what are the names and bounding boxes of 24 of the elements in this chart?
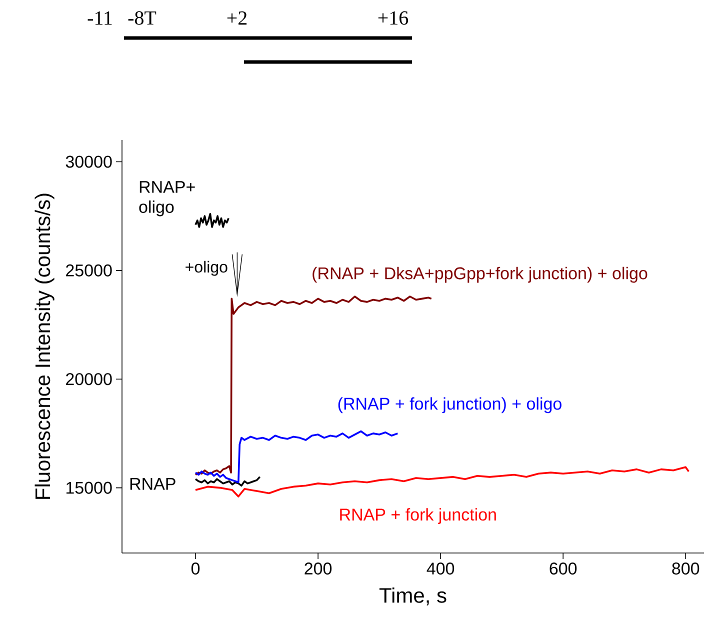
y-tick-label: 15000 xyxy=(66,482,112,494)
x-tick-label: 800 xyxy=(672,562,700,575)
y-tick-label: 30000 xyxy=(66,156,112,168)
y-axis-title: Fluorescence Intensity (counts/s) xyxy=(34,194,54,499)
series-label: RNAP + fork junction xyxy=(340,508,496,524)
series-label: RNAP xyxy=(130,478,176,490)
text: -11 xyxy=(88,11,112,25)
text: -8T xyxy=(128,11,156,25)
text: +2 xyxy=(227,11,247,25)
text: +16 xyxy=(378,11,408,25)
line-series xyxy=(194,476,261,487)
series-label: (RNAP + fork junction) + oligo xyxy=(338,397,562,414)
x-tick-label: 600 xyxy=(550,562,577,575)
annotation: +oligo xyxy=(186,260,228,276)
series-label: (RNAP + DksA+ppGpp+fork junction) + oligo xyxy=(312,266,648,283)
x-tick-label: 200 xyxy=(304,562,332,575)
x-tick-label: 0 xyxy=(191,562,200,575)
line-series xyxy=(194,430,399,484)
y-tick-label: 25000 xyxy=(66,264,112,276)
line-series xyxy=(194,213,230,228)
series-label: RNAP+ oligo xyxy=(139,181,195,216)
y-tick-label: 20000 xyxy=(66,373,112,386)
x-tick-label: 400 xyxy=(426,562,454,575)
x-axis-title: Time, s xyxy=(379,587,446,606)
